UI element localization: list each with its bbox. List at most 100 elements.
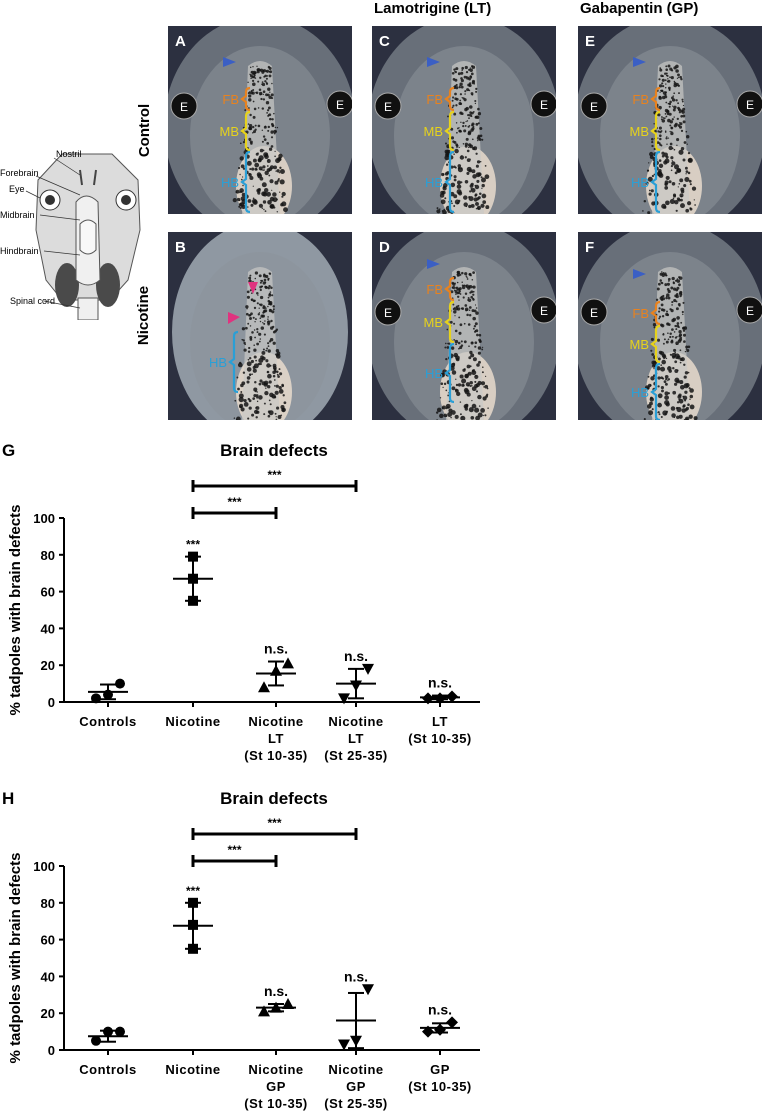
data-point	[434, 1023, 446, 1036]
arrowhead-icon	[427, 259, 440, 269]
x-category-label: Nicotine	[328, 1062, 383, 1077]
arrowhead-icon	[427, 57, 440, 67]
bracket-fb	[444, 86, 455, 112]
panel-letter: B	[175, 239, 186, 256]
photo-panel-c: E E C FB MB HB	[372, 26, 556, 214]
region-label-hb: HB	[631, 385, 649, 400]
x-category-label: Nicotine	[328, 714, 383, 729]
significance-label: n.s.	[264, 983, 288, 999]
eye-label-right: E	[746, 304, 754, 318]
region-label-fb: FB	[632, 306, 649, 321]
y-tick-label: 80	[41, 548, 55, 563]
eye-label-left: E	[180, 100, 188, 114]
panel-letter: C	[379, 33, 390, 50]
data-point	[103, 1026, 113, 1037]
panel-letter: D	[379, 239, 390, 256]
region-label-mb: MB	[630, 124, 650, 139]
region-label-hb: HB	[209, 355, 227, 370]
bracket-mb	[444, 110, 455, 152]
region-label-mb: MB	[220, 124, 240, 139]
data-point	[188, 943, 198, 954]
x-category-label: Nicotine	[165, 714, 220, 729]
region-label-mb: MB	[424, 315, 444, 330]
region-label-fb: FB	[632, 92, 649, 107]
chart-panel-letter: G	[2, 441, 15, 460]
bracket-hb	[228, 330, 239, 394]
bracket-fb	[650, 300, 661, 326]
data-point	[188, 551, 198, 562]
chart-brain-defects-lt: G Brain defects % tadpoles with brain defe…	[2, 441, 480, 763]
eye-label-right: E	[746, 98, 754, 112]
diagram-label-spinal-cord: Spinal cord	[10, 296, 55, 306]
y-axis-label: % tadpoles with brain defects	[7, 853, 24, 1064]
x-category-label: GP	[346, 1079, 366, 1094]
bracket-mb	[650, 110, 661, 152]
data-point	[188, 573, 198, 584]
column-header-gabapentin: Gabapentin (GP)	[580, 0, 699, 17]
bracket-fb	[240, 86, 251, 112]
x-category-label: (St 10-35)	[244, 748, 308, 763]
bracket-hb	[240, 150, 251, 214]
data-point	[422, 692, 434, 705]
data-point	[362, 663, 374, 675]
arrowhead-icon	[248, 282, 258, 294]
region-label-fb: FB	[426, 282, 443, 297]
diagram-label-midbrain: Midbrain	[0, 210, 35, 220]
diagram-label-hindbrain: Hindbrain	[0, 246, 39, 256]
photo-panel-e: E E E FB MB HB	[578, 26, 762, 214]
data-point	[258, 1005, 270, 1017]
bracket-hb	[650, 362, 661, 420]
x-category-label: (St 10-35)	[408, 731, 472, 746]
data-point	[115, 678, 125, 689]
photo-panel-f: E E F FB MB HB	[578, 232, 762, 420]
y-tick-label: 100	[33, 511, 55, 526]
y-tick-label: 0	[48, 1043, 55, 1058]
data-point	[188, 897, 198, 908]
x-category-label: GP	[430, 1062, 450, 1077]
x-category-label: (St 10-35)	[244, 1096, 308, 1111]
x-category-label: (St 25-35)	[324, 748, 388, 763]
diagram-label-forebrain: Forebrain	[0, 168, 39, 178]
region-label-mb: MB	[630, 337, 650, 352]
data-point	[282, 998, 294, 1009]
data-point	[350, 1035, 362, 1047]
y-tick-label: 20	[41, 1006, 55, 1021]
x-category-label: Controls	[79, 1062, 136, 1077]
significance-label: n.s.	[428, 675, 452, 691]
x-category-label: GP	[266, 1079, 286, 1094]
y-tick-label: 80	[41, 896, 55, 911]
data-point	[338, 693, 350, 705]
x-category-label: Controls	[79, 714, 136, 729]
data-point	[422, 1025, 434, 1038]
region-label-fb: FB	[222, 92, 239, 107]
arrowhead-icon	[228, 312, 240, 324]
panel-letter: F	[585, 239, 594, 256]
data-point	[115, 1026, 125, 1037]
x-category-label: Nicotine	[165, 1062, 220, 1077]
significance-label: n.s.	[344, 968, 368, 984]
x-category-label: LT	[348, 731, 364, 746]
region-label-mb: MB	[424, 124, 444, 139]
significance-label: n.s.	[344, 648, 368, 664]
significance-label: ***	[186, 538, 200, 552]
x-category-label: Nicotine	[248, 714, 303, 729]
region-label-fb: FB	[426, 92, 443, 107]
bracket-mb	[240, 110, 251, 152]
bracket-mb	[444, 300, 455, 344]
y-tick-label: 60	[41, 585, 55, 600]
bracket-mb	[650, 324, 661, 364]
eye-label-right: E	[336, 98, 344, 112]
bracket-label: ***	[227, 495, 241, 509]
y-tick-label: 0	[48, 695, 55, 710]
data-point	[350, 680, 362, 692]
data-point	[188, 919, 198, 930]
photo-panel-d: E E D FB MB HB	[372, 232, 556, 420]
significance-label: n.s.	[428, 1001, 452, 1017]
x-category-label: LT	[432, 714, 448, 729]
arrowhead-icon	[223, 57, 236, 67]
x-category-label: Nicotine	[248, 1062, 303, 1077]
region-label-hb: HB	[631, 175, 649, 190]
bracket-hb	[650, 150, 661, 214]
x-category-label: LT	[268, 731, 284, 746]
data-point	[446, 690, 458, 703]
